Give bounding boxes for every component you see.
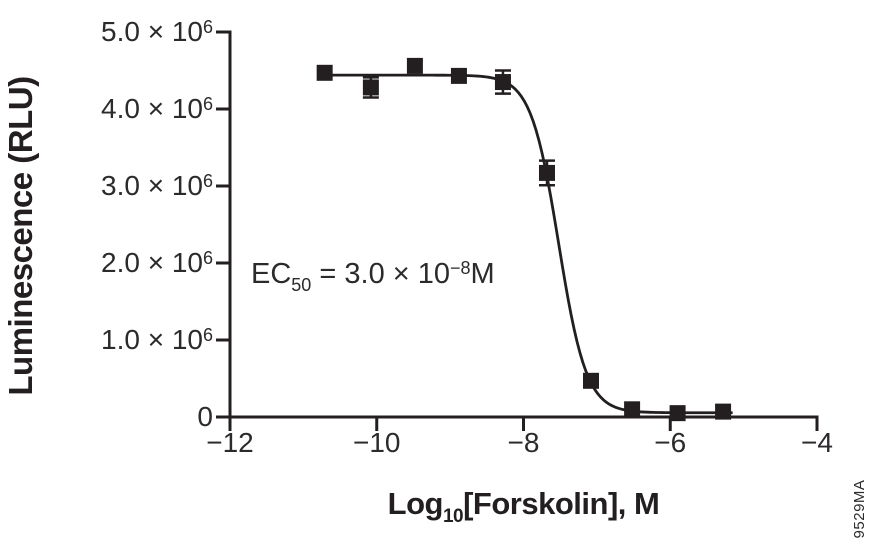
data-point-marker [715, 403, 732, 420]
y-tick-text: 3.0 × 10 [101, 170, 203, 201]
y-tick-text: 0 [197, 401, 213, 432]
y-tick-exponent: 6 [202, 170, 213, 191]
x-tick-label: −6 [654, 427, 687, 458]
x-tick-label: −10 [353, 427, 401, 458]
data-point-marker [669, 405, 686, 422]
y-tick-exponent: 6 [202, 16, 213, 37]
ec50-unit: M [470, 258, 495, 290]
y-tick-label: 4.0 × 106 [40, 92, 213, 126]
y-tick-label: 1.0 × 106 [40, 323, 213, 357]
ec50-prefix: EC [251, 258, 292, 290]
y-tick-label: 3.0 × 106 [40, 169, 213, 203]
x-axis-title-text: Log [387, 486, 444, 521]
y-tick-label: 2.0 × 106 [40, 246, 213, 280]
y-tick-text: 1.0 × 10 [101, 324, 203, 355]
data-point-marker [494, 74, 511, 91]
ec50-value: = 3.0 × 10 [311, 258, 450, 290]
data-point-marker [583, 372, 600, 389]
x-tick-label: −8 [507, 427, 540, 458]
y-tick-text: 2.0 × 10 [101, 247, 203, 278]
y-axis-title: Luminescence (RLU) [2, 76, 39, 396]
data-point-marker [624, 401, 641, 418]
ec50-subscript: 50 [291, 275, 312, 295]
y-tick-text: 5.0 × 10 [101, 16, 203, 47]
y-tick-label: 0 [40, 400, 213, 434]
x-tick-label: −12 [206, 427, 254, 458]
y-tick-exponent: 6 [202, 324, 213, 345]
x-tick-label: −4 [801, 427, 833, 458]
y-tick-label: 5.0 × 106 [40, 15, 213, 49]
ec50-exponent: −8 [450, 258, 471, 279]
data-point-marker [538, 164, 555, 181]
fit-curve [324, 73, 733, 415]
y-tick-exponent: 6 [202, 247, 213, 268]
axis-spine [228, 32, 817, 419]
y-tick-text: 4.0 × 10 [101, 93, 203, 124]
data-point-marker [316, 64, 333, 81]
x-axis-title-subscript: 10 [442, 506, 464, 527]
data-point-marker [362, 79, 379, 96]
data-point-marker [450, 67, 467, 84]
ec50-annotation: EC50 = 3.0 × 10−8M [251, 258, 495, 294]
data-point-marker [406, 57, 423, 74]
y-tick-exponent: 6 [202, 93, 213, 114]
figure-id-watermark: 9529MA [851, 479, 868, 539]
x-axis-title: Log10[Forskolin], M [230, 486, 817, 526]
x-axis-title-suffix: [Forskolin], M [463, 486, 660, 521]
